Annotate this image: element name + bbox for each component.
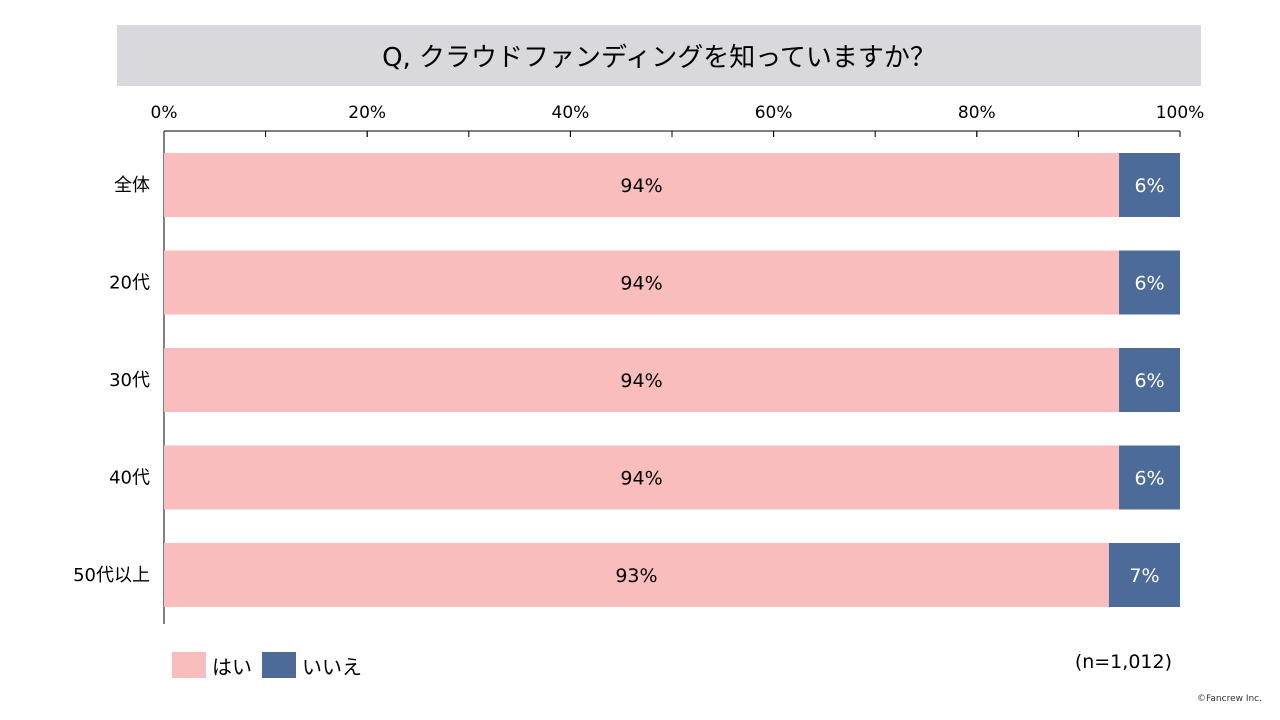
sample-size: (n=1,012) xyxy=(1074,651,1172,673)
bar-value-label: 94% xyxy=(620,273,662,295)
bar-value-label: 94% xyxy=(620,468,662,490)
category-label: 全体 xyxy=(114,175,150,196)
x-tick-label: 0% xyxy=(151,103,178,123)
legend-label-no: いいえ xyxy=(302,654,362,679)
bar-segment xyxy=(164,250,1120,315)
x-tick-label: 100% xyxy=(1156,103,1205,123)
legend-swatch-yes xyxy=(172,652,206,678)
x-tick-label: 20% xyxy=(348,103,386,123)
chart-title: Q, クラウドファンディングを知っていますか？ xyxy=(117,25,1201,86)
legend-label-yes: はい xyxy=(212,654,252,679)
bar-segment xyxy=(1119,445,1180,510)
bar-segment xyxy=(1119,250,1180,315)
bar-value-label: 94% xyxy=(620,370,662,392)
bar-segment xyxy=(1119,153,1180,217)
bar-segment xyxy=(164,543,1109,607)
x-tick-label: 40% xyxy=(552,103,590,123)
legend-entry-yes: はい xyxy=(172,651,252,680)
bar-value-label: 6% xyxy=(1134,370,1164,392)
category-label: 20代 xyxy=(109,273,150,294)
copyright: ©Fancrew Inc. xyxy=(1197,694,1262,704)
bar-value-label: 94% xyxy=(620,175,662,197)
bar-value-label: 93% xyxy=(615,565,657,587)
bar-segment xyxy=(164,348,1120,412)
x-tick-label: 60% xyxy=(755,103,793,123)
category-label: 30代 xyxy=(109,370,150,391)
legend-swatch-no xyxy=(262,652,296,678)
bar-segment xyxy=(164,153,1120,217)
category-label: 40代 xyxy=(109,468,150,489)
bar-segment xyxy=(1108,543,1180,607)
bar-value-label: 6% xyxy=(1134,468,1164,490)
bar-value-label: 6% xyxy=(1134,273,1164,295)
legend: はい いいえ xyxy=(172,651,372,679)
legend-entry-no: いいえ xyxy=(262,651,362,680)
bar-segment xyxy=(164,445,1120,510)
bar-segment xyxy=(1119,348,1180,412)
x-tick-label: 80% xyxy=(958,103,996,123)
bar-value-label: 7% xyxy=(1129,565,1159,587)
bar-value-label: 6% xyxy=(1134,175,1164,197)
category-label: 50代以上 xyxy=(73,565,150,586)
